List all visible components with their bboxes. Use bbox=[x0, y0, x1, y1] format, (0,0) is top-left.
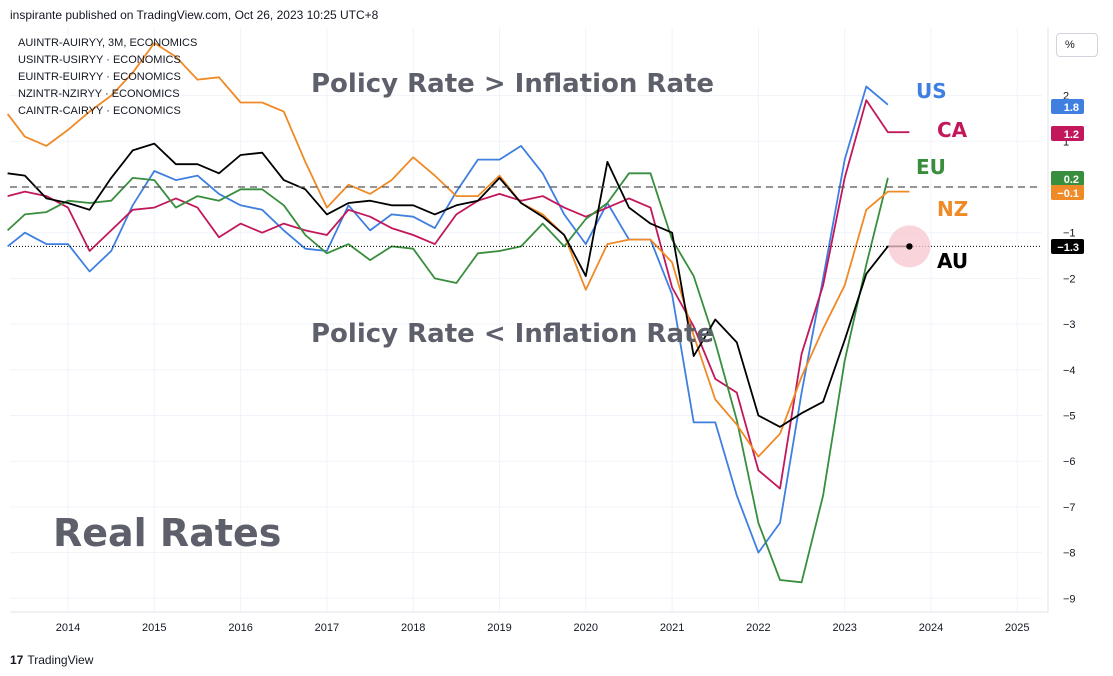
y-tick-label: −5 bbox=[1063, 411, 1076, 423]
y-tick-label: −6 bbox=[1063, 456, 1076, 468]
y-tick-label: −9 bbox=[1063, 593, 1076, 605]
badge-value: 1.2 bbox=[1064, 129, 1079, 141]
series-label-us: US bbox=[916, 79, 947, 103]
x-tick-label: 2019 bbox=[487, 622, 511, 634]
y-tick-label: −1 bbox=[1063, 228, 1076, 240]
badge-value: 0.2 bbox=[1064, 174, 1079, 186]
au-last-point-dot bbox=[906, 243, 912, 249]
series-legend: AUINTR-AUIRYY, 3M, ECONOMICS USINTR-USIR… bbox=[18, 35, 197, 120]
series-label-au: AU bbox=[937, 249, 968, 273]
x-tick-label: 2023 bbox=[832, 622, 856, 634]
series-label-nz: NZ bbox=[937, 197, 968, 221]
y-tick-label: −7 bbox=[1063, 502, 1076, 514]
last-value-badge-ca: 1.2 bbox=[1051, 126, 1084, 141]
tradingview-logo[interactable]: 17 TradingView bbox=[10, 653, 93, 667]
legend-entry-ca[interactable]: CAINTR-CAIRYY · ECONOMICS bbox=[18, 103, 197, 120]
x-tick-label: 2021 bbox=[660, 622, 684, 634]
badge-value: −0.1 bbox=[1057, 188, 1079, 200]
badge-value: −1.3 bbox=[1057, 242, 1079, 254]
legend-entry-au[interactable]: AUINTR-AUIRYY, 3M, ECONOMICS bbox=[18, 35, 197, 52]
legend-entry-us[interactable]: USINTR-USIRYY · ECONOMICS bbox=[18, 52, 197, 69]
last-value-badge-au: −1.3 bbox=[1051, 239, 1084, 254]
badge-value: 1.8 bbox=[1064, 102, 1079, 114]
series-label-ca: CA bbox=[937, 118, 968, 142]
last-value-badge-nz: −0.1 bbox=[1051, 185, 1084, 200]
y-tick-label: −4 bbox=[1063, 365, 1076, 377]
last-value-badge-us: 1.8 bbox=[1051, 99, 1084, 114]
last-value-badge-eu: 0.2 bbox=[1051, 171, 1084, 186]
percent-scale-button[interactable]: % bbox=[1056, 33, 1098, 57]
tradingview-brand: TradingView bbox=[27, 653, 93, 667]
x-tick-label: 2017 bbox=[315, 622, 339, 634]
annotation-above: Policy Rate > Inflation Rate bbox=[311, 69, 714, 99]
chart-footer: 17 TradingView bbox=[0, 640, 1113, 676]
x-tick-label: 2016 bbox=[228, 622, 252, 634]
x-tick-label: 2025 bbox=[1005, 622, 1029, 634]
x-tick-label: 2018 bbox=[401, 622, 425, 634]
x-tick-label: 2022 bbox=[746, 622, 770, 634]
series-label-eu: EU bbox=[916, 155, 946, 179]
x-tick-label: 2024 bbox=[919, 622, 943, 634]
y-tick-label: −2 bbox=[1063, 273, 1076, 285]
x-tick-label: 2020 bbox=[574, 622, 598, 634]
tradingview-mark-icon: 17 bbox=[10, 653, 23, 667]
legend-entry-nz[interactable]: NZINTR-NZIRYY · ECONOMICS bbox=[18, 86, 197, 103]
chart-title: Real Rates bbox=[53, 511, 281, 555]
y-tick-label: −8 bbox=[1063, 548, 1076, 560]
x-tick-label: 2014 bbox=[56, 622, 80, 634]
annotation-below: Policy Rate < Inflation Rate bbox=[311, 319, 714, 349]
x-tick-label: 2015 bbox=[142, 622, 166, 634]
y-tick-label: −3 bbox=[1063, 319, 1076, 331]
legend-entry-eu[interactable]: EUINTR-EUIRYY · ECONOMICS bbox=[18, 69, 197, 86]
